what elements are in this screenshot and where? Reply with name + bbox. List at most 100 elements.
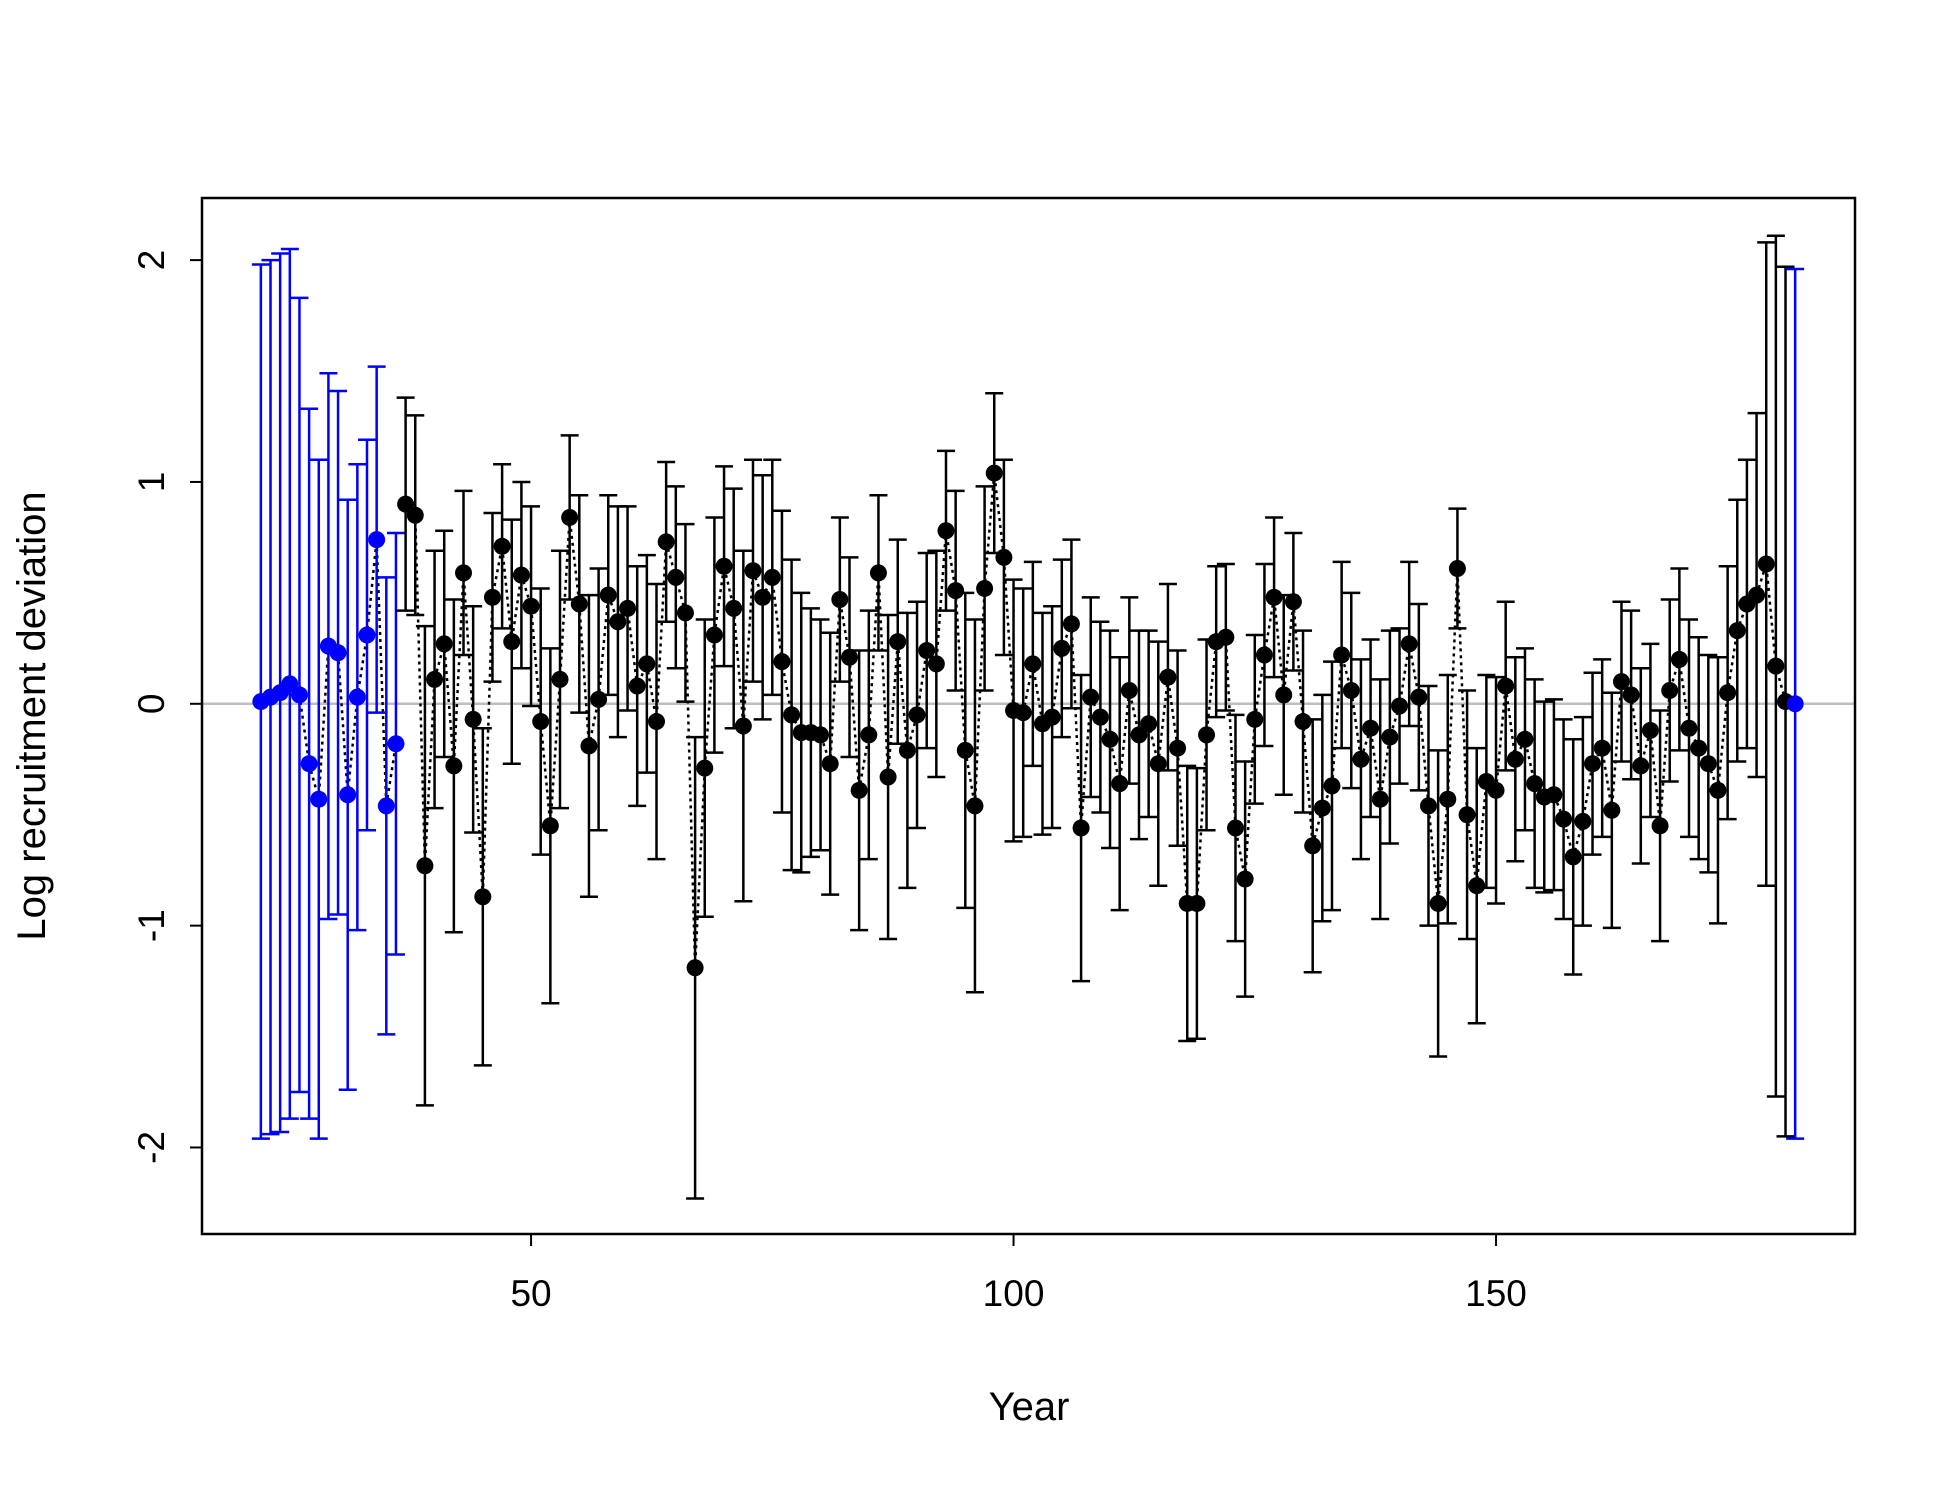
point: [976, 579, 994, 597]
point: [1458, 806, 1476, 824]
point: [358, 626, 376, 644]
point: [918, 642, 936, 660]
point: [734, 717, 752, 735]
point: [281, 675, 299, 693]
point: [628, 677, 646, 695]
point: [445, 757, 463, 775]
point: [1632, 757, 1650, 775]
point: [512, 566, 530, 584]
point: [1584, 755, 1602, 773]
point: [1352, 750, 1370, 768]
point: [1255, 646, 1273, 664]
point: [1101, 730, 1119, 748]
point: [1236, 870, 1254, 888]
point: [1149, 755, 1167, 773]
point: [348, 688, 366, 706]
point: [1709, 781, 1727, 799]
point: [464, 710, 482, 728]
point: [648, 713, 666, 731]
point: [1014, 704, 1032, 722]
point: [483, 588, 501, 606]
point: [1120, 681, 1138, 699]
point: [474, 888, 492, 906]
point: [898, 741, 916, 759]
point: [1400, 635, 1418, 653]
point: [850, 781, 868, 799]
point: [426, 670, 444, 688]
y-tick-label: -2: [131, 1131, 172, 1164]
point: [1169, 739, 1187, 757]
point: [638, 655, 656, 673]
point: [1651, 817, 1669, 835]
point: [985, 464, 1003, 482]
point: [329, 644, 347, 662]
point: [1082, 688, 1100, 706]
y-axis-label: Log recruitment deviation: [10, 491, 54, 940]
point: [416, 857, 434, 875]
point: [1284, 593, 1302, 611]
point: [1487, 781, 1505, 799]
point: [1313, 799, 1331, 817]
point: [705, 626, 723, 644]
point: [1699, 755, 1717, 773]
point: [522, 597, 540, 615]
point: [1410, 688, 1428, 706]
point: [947, 582, 965, 600]
point: [725, 599, 743, 617]
point: [551, 670, 569, 688]
point: [532, 713, 550, 731]
point: [590, 690, 608, 708]
point: [1198, 726, 1216, 744]
point: [1159, 668, 1177, 686]
point: [1641, 721, 1659, 739]
point: [561, 508, 579, 526]
point: [310, 790, 328, 808]
point: [1786, 695, 1804, 713]
point: [1111, 775, 1129, 793]
point: [860, 726, 878, 744]
point: [1603, 801, 1621, 819]
point: [493, 537, 511, 555]
point: [1062, 615, 1080, 633]
point: [657, 533, 675, 551]
point: [1564, 848, 1582, 866]
point: [676, 604, 694, 622]
point: [1468, 877, 1486, 895]
point: [1670, 650, 1688, 668]
point: [1757, 555, 1775, 573]
point: [619, 599, 637, 617]
y-tick-label: 0: [131, 694, 172, 715]
point: [1246, 710, 1264, 728]
point: [1342, 681, 1360, 699]
point: [290, 686, 308, 704]
point: [1429, 894, 1447, 912]
point: [455, 564, 473, 582]
point: [387, 735, 405, 753]
point: [1574, 812, 1592, 830]
point: [1516, 730, 1534, 748]
point: [1304, 837, 1322, 855]
point: [686, 959, 704, 977]
point: [1680, 719, 1698, 737]
point: [339, 786, 357, 804]
point: [406, 506, 424, 524]
point: [1265, 588, 1283, 606]
point: [1130, 726, 1148, 744]
point: [744, 562, 762, 580]
point: [1767, 657, 1785, 675]
x-tick-label: 100: [983, 1273, 1045, 1314]
point: [570, 595, 588, 613]
point: [1622, 686, 1640, 704]
y-tick-label: -1: [131, 909, 172, 942]
x-tick-label: 150: [1465, 1273, 1527, 1314]
point: [1043, 708, 1061, 726]
point: [397, 495, 415, 513]
point: [368, 531, 386, 549]
point: [1690, 739, 1708, 757]
plot-frame: [200, 196, 1857, 1236]
point: [300, 755, 318, 773]
point: [773, 653, 791, 671]
point: [831, 591, 849, 609]
point: [1748, 586, 1766, 604]
